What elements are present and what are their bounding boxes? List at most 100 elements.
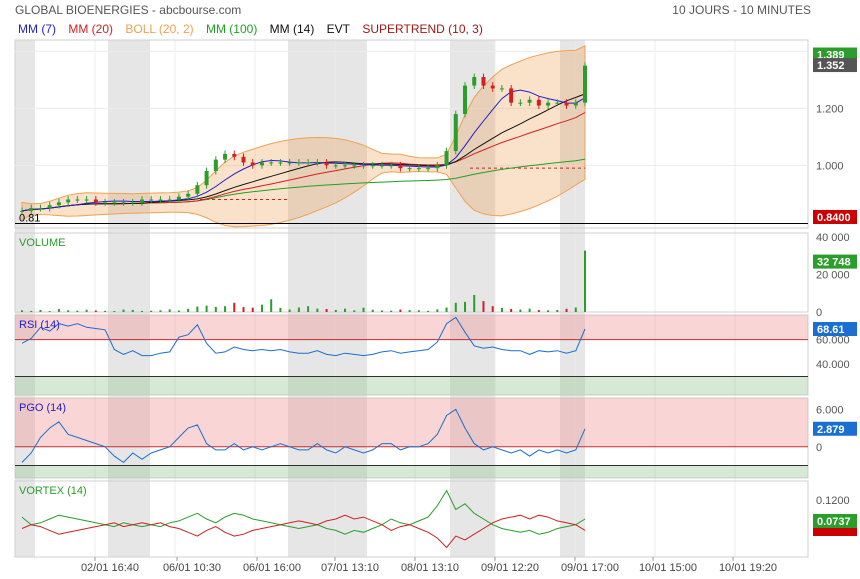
indicator-line	[21, 408, 586, 464]
volume-bar	[528, 308, 531, 312]
volume-bar	[500, 307, 503, 312]
candle-body	[370, 165, 375, 167]
volume-badge	[813, 254, 857, 269]
session-band	[15, 40, 35, 557]
session-band	[560, 40, 585, 557]
legend-mm100[interactable]: MM (100)	[205, 22, 258, 36]
candle-body	[29, 208, 34, 211]
chart-title: GLOBAL BIOENERGIES - abcbourse.com	[15, 3, 242, 17]
legend-supertrend[interactable]: SUPERTREND (10, 3)	[362, 22, 483, 36]
volume-bar	[427, 310, 430, 312]
volume-bar	[519, 309, 522, 312]
indicator-legend: MM (7) MM (20) BOLL (20, 2) MM (100) MM …	[18, 22, 492, 36]
candle-body	[407, 168, 412, 170]
indicator-line	[21, 316, 586, 357]
volume-bar	[380, 310, 383, 312]
x-axis-label: 08/01 13:10	[401, 562, 459, 574]
volume-bar	[297, 307, 300, 312]
volume-bar	[76, 310, 79, 312]
volume-bar	[454, 302, 457, 312]
volume-bar	[537, 310, 540, 312]
x-axis-label: 07/01 13:10	[321, 562, 379, 574]
candle-body	[352, 165, 357, 167]
vortex-tick-label: 0.1200	[816, 495, 850, 507]
candle-body	[583, 65, 587, 103]
candle-body	[490, 85, 495, 89]
candle-body	[287, 162, 292, 164]
volume-tick-label: 20 000	[816, 270, 850, 282]
candle-body	[103, 202, 108, 204]
chart-period[interactable]: 10 JOURS - 10 MINUTES	[672, 3, 811, 17]
volume-bar	[417, 310, 420, 312]
vortex-badge-label: 0.0737	[817, 516, 851, 528]
volume-bar	[362, 307, 365, 312]
candle-body	[296, 162, 301, 164]
volume-bar	[408, 310, 411, 312]
volume-badge-label: 32 748	[817, 257, 851, 269]
volume-bar	[214, 306, 217, 312]
x-axis-label: 09/01 17:00	[561, 562, 619, 574]
candle-body	[176, 196, 181, 200]
price-badge	[813, 210, 857, 224]
bollinger-band	[21, 44, 586, 228]
volume-bar	[113, 311, 116, 312]
volume-bar	[556, 309, 559, 312]
session-band	[288, 40, 338, 557]
volume-bar	[390, 310, 393, 312]
candle-body	[223, 153, 228, 160]
candle-body	[56, 202, 61, 206]
candle-body	[38, 208, 43, 210]
candle-body	[158, 199, 163, 201]
min-price-label: 0.81	[19, 212, 40, 224]
panel-frame	[14, 480, 809, 558]
volume-bar	[574, 307, 577, 312]
price-badge-label: 0.8400	[817, 212, 851, 224]
volume-bar	[224, 306, 227, 312]
candle-body	[121, 202, 126, 204]
candle-body	[573, 102, 578, 106]
candle-body	[204, 171, 209, 186]
volume-bar	[122, 309, 125, 312]
ma7-line	[21, 89, 586, 212]
candle-body	[66, 199, 71, 203]
candle-body	[241, 156, 246, 163]
indicator-badge	[813, 322, 857, 337]
volume-bar	[131, 309, 134, 312]
volume-tick-label: 40 000	[816, 232, 850, 244]
candle-body	[444, 151, 449, 166]
candle-body	[250, 162, 255, 166]
candle-body	[426, 168, 431, 170]
candle-body	[398, 165, 403, 169]
candle-body	[232, 153, 237, 157]
candle-body	[481, 77, 486, 86]
overbought-zone	[15, 398, 808, 447]
indicator-badge	[813, 421, 857, 436]
legend-evt[interactable]: EVT	[326, 22, 351, 36]
x-axis-label: 09/01 12:20	[481, 562, 539, 574]
volume-bar	[270, 299, 273, 312]
indicator-badge-label: 68.61	[817, 324, 845, 336]
candle-body	[555, 102, 560, 104]
candle-body	[472, 77, 477, 86]
legend-mm20[interactable]: MM (20)	[68, 22, 114, 36]
volume-bar	[67, 310, 70, 312]
candle-body	[536, 99, 541, 106]
legend-mm14[interactable]: MM (14)	[269, 22, 315, 36]
volume-bar	[94, 310, 97, 312]
price-badge-label: 1.352	[817, 60, 845, 72]
x-axis-label: 06/01 16:00	[243, 562, 301, 574]
candle-body	[195, 185, 200, 194]
candle-body	[527, 99, 532, 103]
vortex-title: VORTEX (14)	[19, 485, 87, 497]
volume-bar	[353, 310, 356, 312]
candle-body	[546, 102, 551, 106]
legend-boll[interactable]: BOLL (20, 2)	[125, 22, 194, 36]
candle-body	[20, 210, 24, 212]
volume-bar	[473, 294, 476, 312]
candle-body	[564, 102, 569, 106]
candle-body	[269, 162, 274, 164]
legend-mm7[interactable]: MM (7)	[18, 22, 56, 36]
volume-bar	[21, 310, 23, 312]
indicator-tick-label: 60.000	[816, 335, 850, 347]
session-band	[338, 40, 367, 557]
